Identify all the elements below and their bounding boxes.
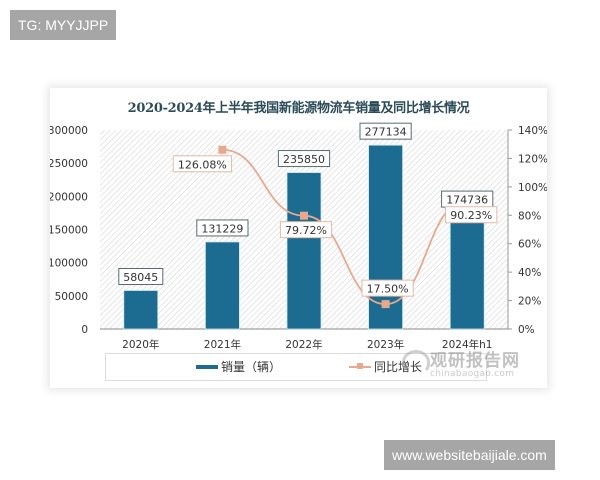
bar-2024年h1 [449,212,485,330]
data-label: 277134 [365,126,407,139]
data-label: 126.08% [178,158,227,171]
y-right-tick: 80% [518,210,541,222]
watermark-top-left: TG: MYYJJPP [10,10,117,40]
bar-2022年 [286,172,322,330]
bar-2020年 [123,290,159,330]
bar-2021年 [204,241,240,330]
watermark-bottom-right: www.websitebaijiale.com [384,440,555,470]
y-left-tick: 50000 [55,291,88,303]
logo-text-cn: 观研报告网 [430,351,520,371]
chart-title: 2020-2024年上半年我国新能源物流车销量及同比增长情况 [127,101,470,116]
y-left-tick: 0 [81,324,88,336]
x-tick: 2020年 [122,338,159,351]
y-right-tick: 140% [518,125,547,137]
y-left-tick: 100000 [50,258,88,270]
y-right-tick: 20% [518,296,541,308]
data-label: 174736 [446,194,488,207]
bar-swatch-icon [196,364,218,369]
source-logo: 观研报告网 chinabaogao.com [402,346,520,379]
growth-marker [381,300,390,309]
combo-chart: 0 50000 100000 150000 200000 250000 300000 0% 20… [50,122,547,351]
data-label: 235850 [283,153,325,166]
y-left-tick: 200000 [50,191,88,203]
x-tick: 2022年 [285,338,322,351]
data-label: 79.72% [285,224,327,237]
legend-label-sales: 销量（辆） [221,360,282,374]
y-left-tick: 250000 [50,158,88,170]
y-right-tick: 40% [518,267,541,279]
logo-text-en: chinabaogao.com [430,369,515,379]
x-tick: 2024年h1 [442,338,493,351]
x-tick: 2021年 [204,338,241,351]
data-label: 58045 [123,271,158,284]
y-right-tick: 60% [518,239,541,251]
y-right-tick: 0% [518,324,535,336]
y-left-tick: 150000 [50,225,88,237]
bar-2023年 [368,144,404,330]
chart-card: 2020-2024年上半年我国新能源物流车销量及同比增长情况 0 50000 100… [50,88,547,388]
y-left-tick: 300000 [50,125,88,137]
x-tick: 2023年 [367,338,404,351]
data-label: 17.50% [367,283,409,296]
data-label: 131229 [201,222,243,235]
line-swatch-icon [349,362,371,369]
y-right-tick: 100% [518,182,547,194]
legend-item-sales: 销量（辆） [196,358,281,375]
data-label: 90.23% [450,209,492,222]
logo-eye-icon [402,350,430,374]
growth-marker [300,211,308,220]
growth-line [222,148,468,306]
y-right-tick: 120% [518,153,547,165]
growth-marker [218,145,227,154]
